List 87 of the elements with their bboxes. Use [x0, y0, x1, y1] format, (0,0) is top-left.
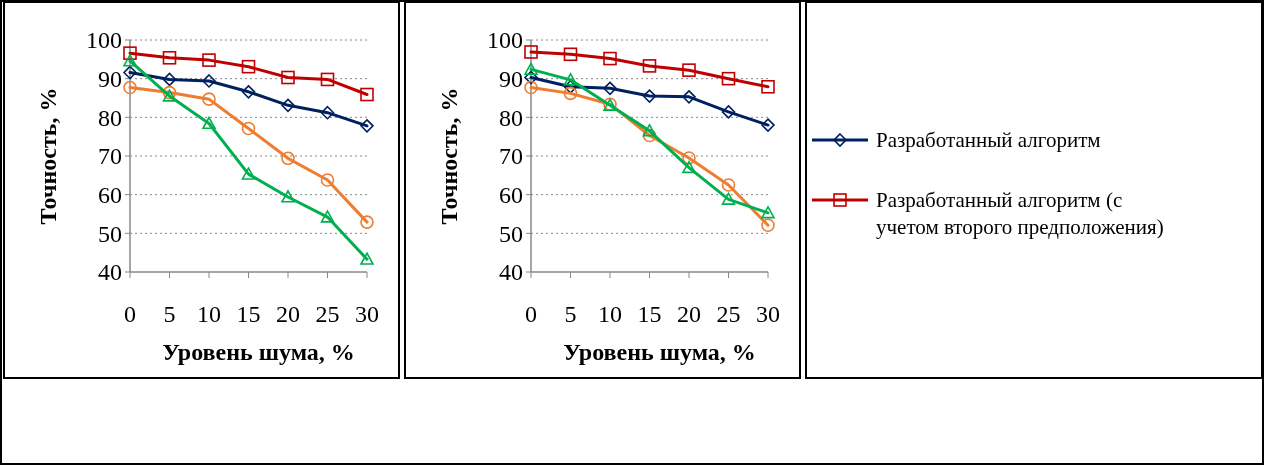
y-tick-label: 100 [86, 27, 122, 54]
point [721, 71, 736, 86]
point [360, 119, 374, 133]
x-tick-label: 5 [564, 301, 577, 327]
y-tick-label: 70 [98, 143, 122, 170]
point [524, 62, 538, 75]
point [563, 73, 578, 86]
point [642, 59, 657, 73]
y-tick-label: 80 [499, 104, 523, 131]
legend-label: Разработанный алгоритм (с учетом второго предположения) [876, 188, 1164, 240]
point [241, 121, 256, 136]
point [360, 252, 374, 265]
x-tick-label: 5 [163, 301, 176, 327]
point [603, 51, 617, 66]
point [524, 45, 538, 59]
point [281, 70, 295, 85]
x-tick-label: 10 [197, 301, 221, 327]
point [360, 87, 374, 102]
point [682, 151, 696, 165]
point [162, 72, 177, 87]
y-tick-label: 60 [98, 182, 122, 209]
point [682, 90, 696, 104]
point [123, 65, 137, 80]
x-tick-label: 10 [598, 301, 622, 327]
y-tick-label: 50 [499, 220, 523, 247]
x-tick-label: 15 [637, 301, 662, 327]
point [563, 79, 578, 94]
point [320, 173, 335, 187]
point [162, 89, 177, 102]
point [281, 98, 295, 113]
point [761, 218, 775, 233]
point [603, 81, 617, 96]
point [721, 178, 736, 192]
point [524, 80, 538, 95]
y-tick-label: 40 [98, 259, 122, 286]
x-axis-title: Уровень шума, % [162, 339, 355, 365]
point [320, 105, 335, 120]
x-tick-label: 20 [276, 301, 300, 327]
point [202, 53, 216, 67]
point [682, 160, 696, 174]
point [202, 116, 216, 130]
point [360, 215, 374, 229]
point [721, 192, 736, 205]
y-tick-label: 40 [499, 259, 523, 286]
x-tick-label: 25 [315, 301, 340, 327]
x-tick-label: 30 [756, 301, 780, 327]
y-tick-label: 60 [499, 182, 523, 209]
y-tick-label: 100 [487, 27, 523, 54]
point [162, 50, 177, 65]
point [202, 74, 216, 88]
point [281, 190, 295, 203]
x-tick-label: 0 [525, 301, 537, 327]
legend-label: Разработанный алгоритм [876, 128, 1101, 153]
point [563, 86, 578, 101]
x-tick-label: 0 [124, 301, 136, 327]
point [241, 85, 256, 99]
y-tick-label: 90 [499, 66, 523, 93]
point [721, 105, 736, 119]
point [563, 47, 578, 62]
point [241, 59, 256, 74]
point [123, 54, 137, 67]
x-tick-label: 15 [236, 301, 261, 327]
point [320, 210, 335, 223]
point [320, 72, 335, 87]
point [123, 46, 137, 60]
y-tick-label: 50 [98, 220, 122, 247]
y-tick-label: 90 [98, 66, 122, 93]
point [761, 79, 775, 94]
point [682, 63, 696, 77]
point [642, 128, 657, 143]
point [642, 89, 657, 103]
point [761, 206, 775, 219]
x-tick-label: 20 [677, 301, 701, 327]
point [524, 70, 538, 85]
y-tick-label: 70 [499, 143, 523, 170]
y-axis-title: Точность, % [436, 87, 462, 225]
point [241, 167, 256, 180]
x-axis-title: Уровень шума, % [563, 339, 756, 365]
point [761, 118, 775, 132]
y-axis-title: Точность, % [35, 87, 61, 225]
point [123, 80, 137, 95]
y-tick-label: 80 [98, 104, 122, 131]
point [281, 151, 295, 166]
x-tick-label: 30 [355, 301, 379, 327]
point [202, 92, 216, 106]
point [642, 124, 657, 137]
x-tick-label: 25 [716, 301, 741, 327]
